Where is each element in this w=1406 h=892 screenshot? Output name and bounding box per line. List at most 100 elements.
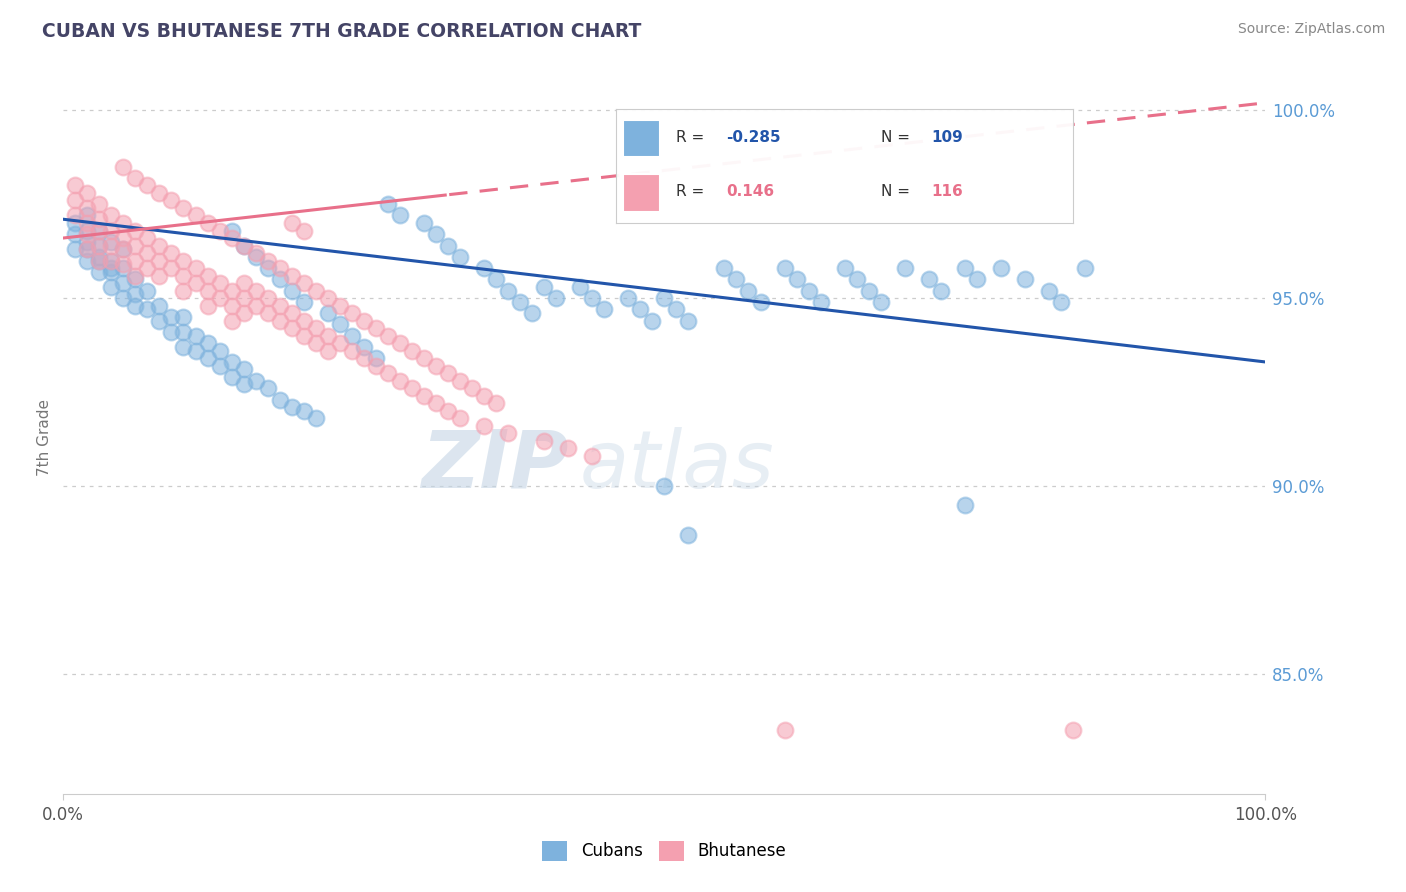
Point (280, 306, 302, 320)
Point (292, 276, 315, 290)
Point (197, 299, 219, 313)
Point (197, 351, 219, 366)
Point (89, 238, 111, 252)
Point (208, 359, 231, 373)
Point (678, 527, 700, 541)
Point (89, 253, 111, 268)
Point (100, 253, 122, 268)
Point (89, 223, 111, 237)
Point (172, 284, 194, 298)
Point (112, 276, 135, 290)
Point (76, 227, 98, 242)
Point (172, 325, 194, 339)
Point (65, 178, 87, 193)
Point (280, 284, 302, 298)
Point (148, 299, 170, 313)
Point (100, 209, 122, 223)
Point (280, 400, 302, 414)
Point (364, 351, 387, 366)
Point (713, 261, 735, 276)
Point (292, 223, 315, 237)
Point (124, 223, 146, 237)
Point (221, 299, 243, 313)
Point (929, 284, 952, 298)
Point (280, 268, 302, 283)
Point (496, 426, 519, 441)
Point (569, 280, 592, 294)
Point (845, 272, 868, 286)
Point (65, 227, 87, 242)
Point (990, 261, 1012, 276)
Point (269, 313, 291, 327)
Point (894, 261, 917, 276)
Point (221, 223, 243, 237)
Point (425, 227, 447, 242)
Point (269, 272, 291, 286)
Point (76, 242, 98, 256)
Point (316, 343, 339, 358)
Point (413, 216, 436, 230)
Point (112, 160, 135, 174)
Point (256, 261, 278, 276)
Point (786, 272, 808, 286)
Point (1038, 284, 1060, 298)
Point (810, 294, 832, 309)
Point (834, 261, 856, 276)
Point (208, 276, 231, 290)
Point (76, 223, 98, 237)
Point (245, 246, 267, 260)
Point (773, 261, 796, 276)
Point (520, 306, 543, 320)
Point (305, 321, 328, 335)
Point (76, 186, 98, 200)
Point (208, 291, 231, 305)
Point (329, 299, 352, 313)
Point (966, 272, 988, 286)
Point (172, 340, 194, 354)
Point (353, 313, 375, 327)
Point (172, 310, 194, 324)
Point (136, 231, 159, 245)
Point (280, 321, 302, 335)
Point (773, 723, 796, 737)
Point (1062, 723, 1084, 737)
Point (89, 253, 111, 268)
Point (76, 235, 98, 249)
Point (197, 284, 219, 298)
Point (89, 197, 111, 211)
Point (593, 302, 616, 317)
Point (340, 343, 363, 358)
Point (245, 374, 267, 388)
Point (89, 265, 111, 279)
Point (136, 261, 159, 276)
Point (89, 223, 111, 237)
Point (388, 209, 411, 223)
Point (100, 261, 122, 276)
Point (112, 216, 135, 230)
Point (364, 321, 387, 335)
Point (858, 284, 880, 298)
Point (256, 291, 278, 305)
Point (401, 343, 423, 358)
Point (377, 328, 399, 343)
Y-axis label: 7th Grade: 7th Grade (37, 399, 52, 475)
Point (269, 299, 291, 313)
Point (280, 216, 302, 230)
Point (124, 170, 146, 185)
Point (148, 186, 170, 200)
Point (305, 284, 328, 298)
Point (197, 216, 219, 230)
Point (292, 328, 315, 343)
Point (364, 359, 387, 373)
Point (425, 396, 447, 410)
Point (678, 313, 700, 327)
Point (1014, 272, 1036, 286)
Point (124, 238, 146, 252)
Point (509, 294, 531, 309)
Point (100, 223, 122, 237)
Point (546, 291, 568, 305)
Point (232, 238, 254, 252)
Point (437, 404, 460, 418)
Point (269, 392, 291, 407)
Point (340, 328, 363, 343)
